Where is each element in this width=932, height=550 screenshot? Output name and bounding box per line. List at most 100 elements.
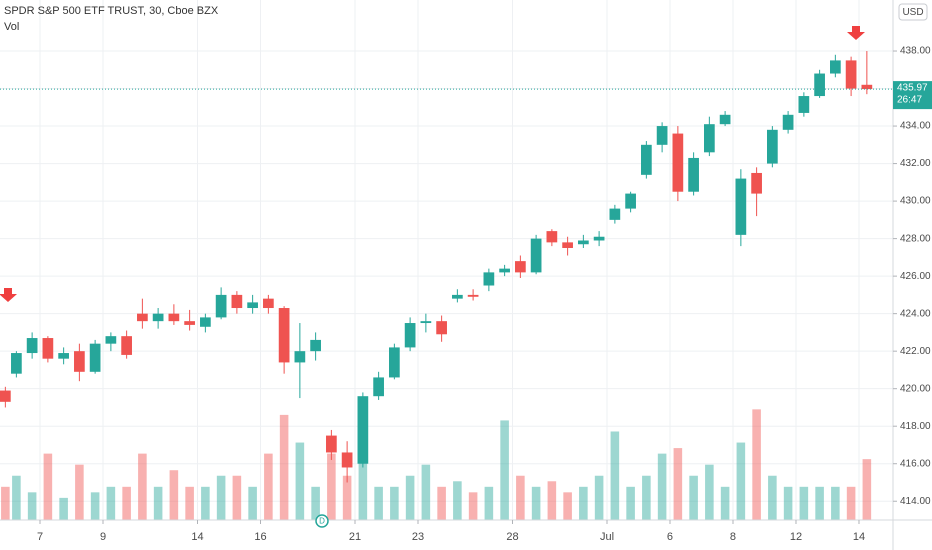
volume-bar bbox=[327, 453, 336, 520]
volume-bar bbox=[138, 453, 147, 520]
y-tick-label: 416.00 bbox=[900, 458, 931, 469]
volume-bar bbox=[846, 486, 856, 520]
volume-bar bbox=[626, 486, 635, 520]
chart-title: SPDR S&P 500 ETF TRUST, 30, Cboe BZX bbox=[4, 5, 219, 17]
candle-body bbox=[641, 144, 652, 175]
volume-bar bbox=[689, 475, 698, 520]
volume-bar bbox=[484, 486, 494, 520]
volume-bar bbox=[547, 481, 557, 520]
y-tick-label: 438.00 bbox=[900, 46, 931, 57]
y-tick-label: 414.00 bbox=[900, 496, 931, 507]
volume-bar bbox=[752, 409, 761, 520]
candle-layer bbox=[0, 51, 893, 483]
volume-bar bbox=[90, 492, 100, 520]
dividend-label[interactable]: D bbox=[319, 517, 325, 526]
x-tick-label: 14 bbox=[191, 531, 203, 543]
x-tick-label: 8 bbox=[730, 531, 736, 543]
candle-body bbox=[499, 268, 510, 273]
last-price-label: 435.97 bbox=[897, 83, 928, 94]
y-tick-label: 428.00 bbox=[900, 233, 931, 244]
x-tick-label: 6 bbox=[667, 531, 673, 543]
candle-body bbox=[625, 193, 636, 209]
candle-body bbox=[326, 435, 337, 453]
x-tick-label: 12 bbox=[790, 531, 802, 543]
candle-body bbox=[467, 294, 479, 297]
candle-body bbox=[562, 242, 573, 248]
volume-bar bbox=[201, 486, 210, 520]
candle-body bbox=[830, 60, 841, 74]
volume-bar bbox=[59, 497, 68, 520]
volume-bar bbox=[642, 475, 651, 520]
volume-bar bbox=[342, 475, 352, 520]
volume-bar bbox=[468, 492, 478, 520]
y-tick-label: 424.00 bbox=[900, 308, 931, 319]
volume-label: Vol bbox=[4, 21, 19, 33]
candle-body bbox=[404, 323, 416, 348]
candle-body bbox=[278, 308, 290, 363]
volume-bar bbox=[264, 453, 273, 520]
candle-body bbox=[672, 133, 684, 192]
candle-body bbox=[137, 313, 148, 322]
candle-body bbox=[341, 452, 353, 468]
volume-bar bbox=[783, 486, 793, 520]
volume-bar bbox=[862, 459, 872, 520]
volume-bar bbox=[248, 486, 257, 520]
volume-bar bbox=[799, 486, 809, 520]
candle-body bbox=[515, 261, 526, 273]
x-tick-label: 7 bbox=[37, 531, 43, 543]
dividend-marker[interactable] bbox=[315, 514, 329, 528]
countdown: 26:47 bbox=[897, 95, 922, 106]
volume-bar bbox=[516, 475, 525, 520]
volume-bar bbox=[421, 464, 431, 520]
candle-body bbox=[452, 294, 463, 299]
candle-body bbox=[389, 347, 400, 378]
candle-body bbox=[609, 208, 621, 220]
volume-bar bbox=[768, 475, 777, 520]
candle-body bbox=[89, 343, 101, 372]
candle-body bbox=[767, 129, 778, 164]
candle-body bbox=[798, 96, 810, 113]
volume-bar bbox=[216, 475, 226, 520]
volume-bar bbox=[437, 486, 446, 520]
candle-body bbox=[247, 302, 258, 309]
candle-body bbox=[578, 240, 589, 245]
x-tick-label: 9 bbox=[100, 531, 106, 543]
candle-body bbox=[814, 73, 825, 97]
candle-body bbox=[735, 178, 747, 235]
volume-bar bbox=[594, 475, 604, 520]
y-tick-label: 422.00 bbox=[900, 346, 931, 357]
down-arrow bbox=[0, 288, 17, 302]
currency[interactable]: USD bbox=[902, 7, 923, 18]
down-arrow bbox=[847, 26, 865, 40]
candle-body bbox=[152, 313, 164, 322]
x-tick-label: 16 bbox=[254, 531, 266, 543]
volume-bar bbox=[295, 442, 305, 520]
candle-body bbox=[121, 336, 132, 355]
y-tick-label: 418.00 bbox=[900, 421, 931, 432]
candle-body bbox=[656, 126, 668, 145]
volume-bar bbox=[153, 486, 163, 520]
volume-bar bbox=[12, 475, 21, 520]
currency-box[interactable] bbox=[898, 3, 928, 21]
candle-body bbox=[593, 236, 605, 241]
candle-body bbox=[357, 396, 369, 464]
candle-body bbox=[751, 172, 762, 194]
volume-bar bbox=[453, 481, 462, 520]
volume-bar bbox=[1, 486, 10, 520]
candle-body bbox=[845, 60, 857, 89]
candle-body bbox=[436, 321, 447, 335]
candle-body bbox=[546, 231, 558, 243]
candle-body bbox=[263, 298, 274, 309]
volume-bar bbox=[705, 464, 714, 520]
volume-bar bbox=[610, 431, 620, 520]
volume-bar bbox=[106, 486, 116, 520]
volume-bar bbox=[43, 453, 53, 520]
candle-body bbox=[184, 321, 195, 325]
volume-bar bbox=[405, 475, 415, 520]
candle-body bbox=[420, 321, 432, 324]
candle-body bbox=[719, 114, 731, 125]
volume-bar bbox=[311, 486, 320, 520]
volume-layer bbox=[1, 409, 872, 520]
volume-bar bbox=[358, 442, 368, 520]
volume-bar bbox=[563, 492, 572, 520]
